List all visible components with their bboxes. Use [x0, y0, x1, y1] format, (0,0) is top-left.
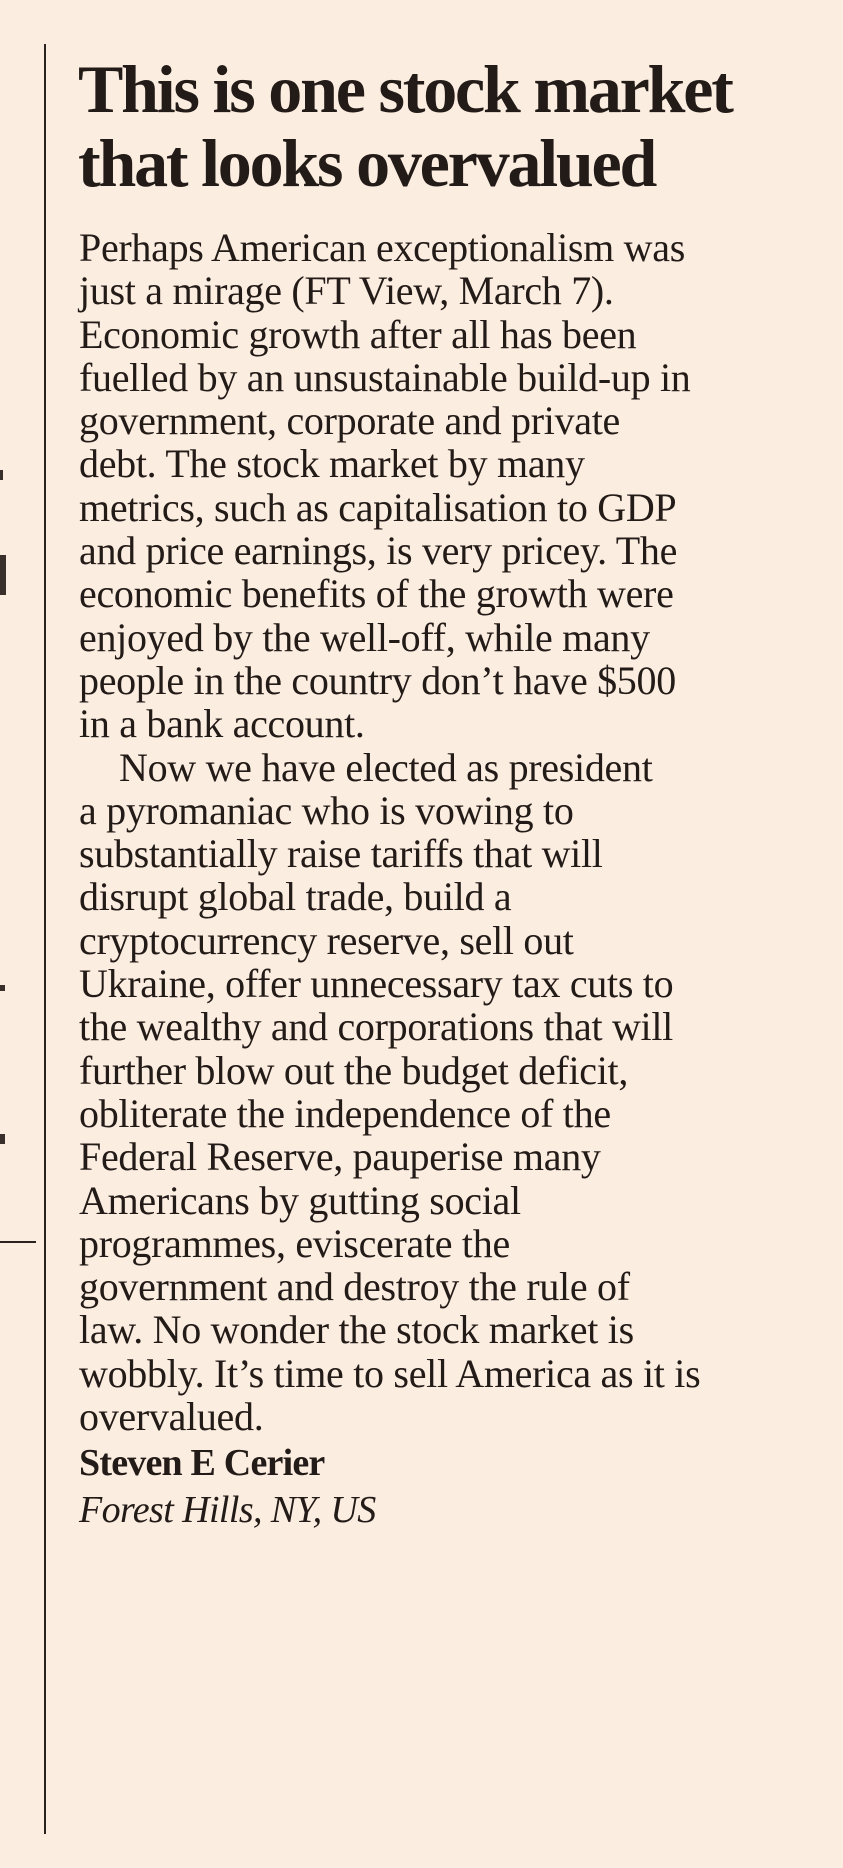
- body-line: economic benefits of the growth were: [79, 571, 674, 617]
- body-line: law. No wonder the stock market is: [79, 1307, 634, 1353]
- body-line: in a bank account.: [79, 701, 365, 747]
- paragraph-1: Perhaps American exceptionalism was just…: [79, 226, 839, 746]
- body-line: substantially raise tariffs that will: [79, 831, 603, 877]
- body-line: people in the country don’t have $500: [79, 657, 676, 703]
- body-line: metrics, such as capitalisation to GDP: [79, 484, 677, 530]
- body-line: disrupt global trade, build a: [79, 874, 512, 920]
- body-line: debt. The stock market by many: [79, 441, 585, 487]
- body-line: Economic growth after all has been: [79, 311, 637, 357]
- body-line: government, corporate and private: [79, 398, 620, 444]
- author-location: Forest Hills, NY, US: [79, 1489, 376, 1532]
- body-line: Perhaps American exceptionalism was: [79, 225, 685, 270]
- adjacent-column-fragment: [0, 1134, 5, 1144]
- adjacent-column-fragment: [0, 985, 5, 991]
- headline-line: This is one stock market: [78, 51, 734, 127]
- adjacent-column-rule: [0, 1241, 36, 1243]
- body-line: Federal Reserve, pauperise many: [79, 1134, 601, 1180]
- body-line: fuelled by an unsustainable build-up in: [79, 354, 691, 400]
- body-line: wobbly. It’s time to sell America as it …: [79, 1350, 701, 1396]
- headline: This is one stock market that looks over…: [78, 52, 838, 200]
- body-line: enjoyed by the well-off, while many: [79, 614, 650, 660]
- body-line: a pyromaniac who is vowing to: [79, 787, 574, 833]
- body-line: further blow out the budget deficit,: [79, 1047, 629, 1093]
- body-line: just a mirage (FT View, March 7).: [79, 268, 614, 314]
- body-line: overvalued.: [79, 1394, 264, 1440]
- body-line: cryptocurrency reserve, sell out: [79, 917, 574, 963]
- column-divider: [44, 44, 46, 1834]
- body-line: Now we have elected as president: [119, 744, 653, 790]
- body-line: obliterate the independence of the: [79, 1090, 611, 1136]
- body-line: the wealthy and corporations that will: [79, 1004, 673, 1050]
- paragraph-2: Now we have elected as president a pyrom…: [79, 744, 839, 1440]
- body-line: Ukraine, offer unnecessary tax cuts to: [79, 961, 674, 1007]
- author-name: Steven E Cerier: [79, 1442, 325, 1485]
- adjacent-column-fragment: [0, 470, 3, 480]
- adjacent-column-fragment: [0, 555, 6, 595]
- body-line: and price earnings, is very pricey. The: [79, 528, 678, 574]
- headline-line: that looks overvalued: [78, 125, 657, 201]
- body-line: Americans by gutting social: [79, 1177, 521, 1223]
- body-line: programmes, eviscerate the: [79, 1220, 510, 1266]
- letter-body: Perhaps American exceptionalism was just…: [79, 226, 839, 1534]
- body-line: government and destroy the rule of: [79, 1264, 630, 1310]
